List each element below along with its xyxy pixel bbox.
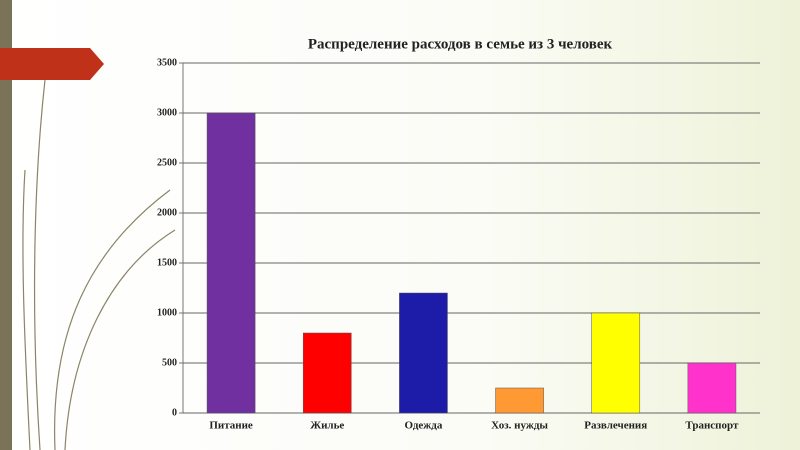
- decor-curves: [22, 79, 176, 450]
- y-tick-label: 3500: [157, 57, 177, 68]
- y-tick-label: 500: [162, 357, 177, 368]
- x-tick-label: Одежда: [404, 420, 442, 432]
- x-tick-label: Питание: [209, 420, 253, 432]
- x-tick-label: Транспорт: [685, 420, 739, 432]
- y-tick-label: 2500: [157, 157, 177, 168]
- y-tick-label: 1500: [157, 257, 177, 268]
- bar: [206, 112, 256, 414]
- bar: [399, 292, 448, 414]
- y-tick-label: 1000: [157, 307, 177, 318]
- x-tick-label: Хоз. нужды: [491, 420, 548, 432]
- y-tick-label: 2000: [157, 207, 177, 218]
- bar: [302, 332, 352, 414]
- side-bar: [0, 0, 12, 450]
- x-tick-label: Жилье: [310, 420, 344, 432]
- arrow-shape: [0, 48, 104, 80]
- x-tick-label: Развлечения: [584, 420, 647, 432]
- bar: [687, 362, 737, 414]
- y-tick-label: 3000: [157, 107, 177, 118]
- bar: [495, 387, 544, 414]
- chart-title: Распределение расходов в семье из 3 чело…: [308, 36, 613, 52]
- y-tick-label: 0: [172, 407, 177, 418]
- bar: [591, 312, 641, 414]
